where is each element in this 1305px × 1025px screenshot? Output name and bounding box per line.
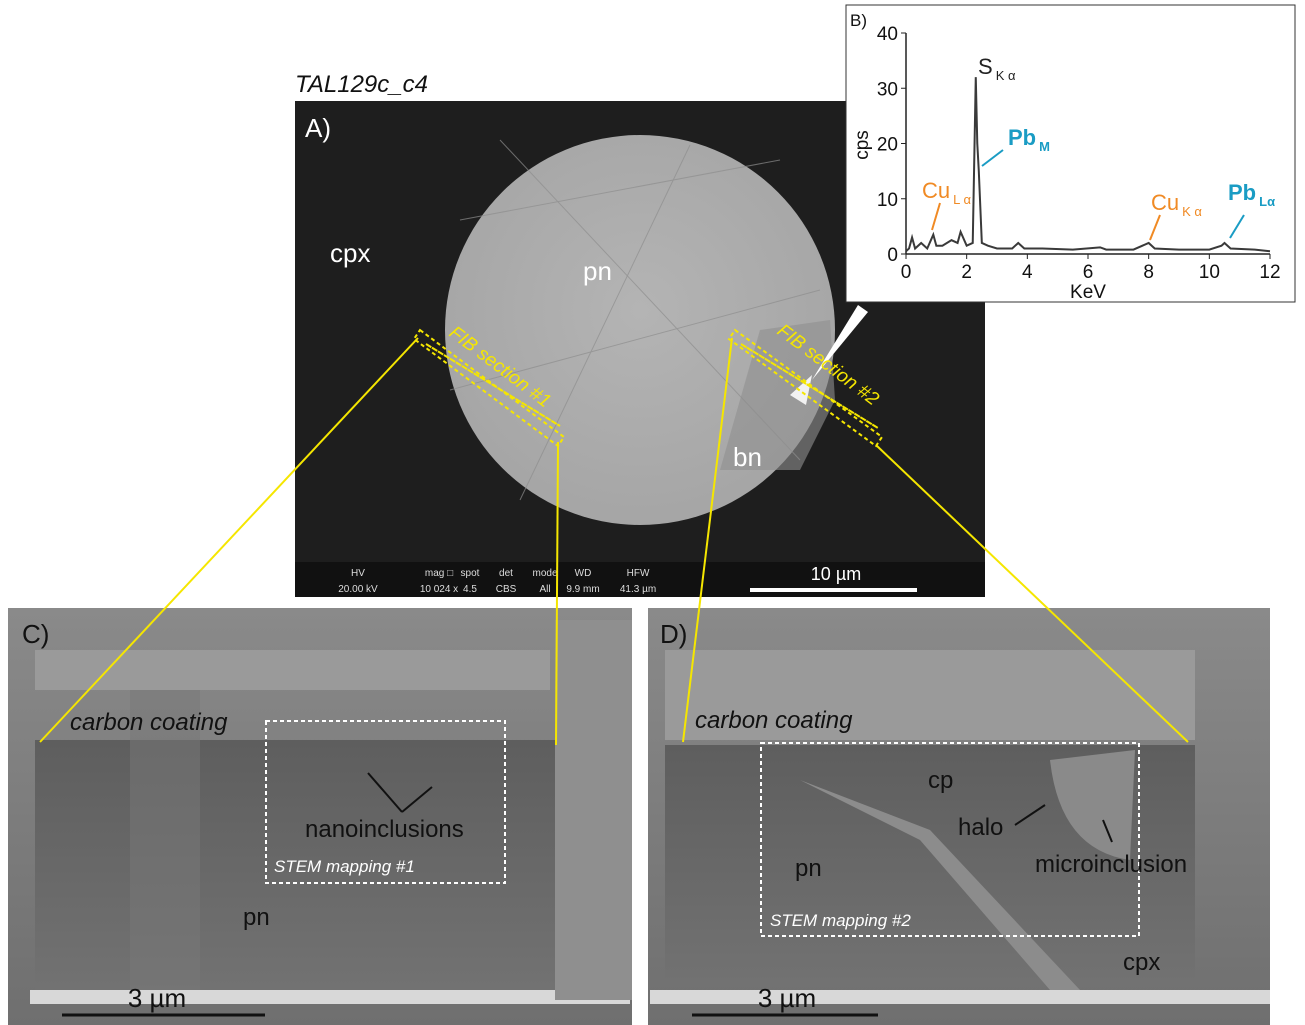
databar-label: WD [575, 568, 592, 579]
y-tick-label: 0 [887, 245, 898, 266]
peak-line: M [1039, 139, 1050, 154]
phase-label: cpx [1123, 949, 1160, 976]
coating [35, 650, 550, 690]
peak-element: Cu [922, 178, 950, 203]
x-tick-label: 4 [1022, 262, 1033, 283]
x-tick-label: 0 [901, 262, 912, 283]
phase-label: pn [243, 904, 270, 931]
databar-label: HV [351, 568, 365, 579]
peak-element: Pb [1228, 180, 1256, 205]
panel-d: D) carbon coating cp pn cpx halo microin… [648, 608, 1270, 1025]
peak-line: Lα [1259, 194, 1275, 209]
peak-line: K α [996, 68, 1016, 83]
y-tick-label: 10 [877, 190, 898, 211]
inset-frame [846, 5, 1295, 302]
databar-value: CBS [496, 584, 517, 595]
databar-value: 10 024 x [420, 584, 458, 595]
y-tick-label: 20 [877, 135, 898, 156]
databar-value: 4.5 [463, 584, 477, 595]
arrow-label: halo [958, 814, 1003, 841]
y-tick-label: 40 [877, 24, 898, 45]
databar-label: mode [532, 568, 557, 579]
peak-element: Cu [1151, 190, 1179, 215]
scale-label: 10 µm [811, 564, 861, 584]
peak-line: L α [953, 192, 971, 207]
databar-label: HFW [627, 568, 650, 579]
databar-label: mag □ [425, 568, 453, 579]
peak-line: K α [1182, 204, 1202, 219]
lamella-edge [650, 990, 1270, 1004]
phase-label: cpx [330, 238, 370, 268]
phase-label: bn [733, 442, 762, 472]
peak-element: S [978, 54, 993, 79]
figure: TAL129c_c4 A) cpx pn bn 10 µm FIB sectio… [0, 0, 1305, 1025]
x-axis-label: KeV [1070, 282, 1106, 303]
phase-label: cp [928, 767, 953, 794]
databar-label: det [499, 568, 513, 579]
databar-value: 41.3 µm [620, 584, 656, 595]
databar-label: spot [461, 568, 480, 579]
databar-value: 20.00 kV [338, 584, 378, 595]
side-wall [555, 620, 632, 1000]
y-axis-label: cps [852, 130, 873, 160]
arrow-label: microinclusion [1035, 851, 1187, 878]
scale-label: 3 µm [128, 983, 186, 1013]
x-tick-label: 12 [1259, 262, 1280, 283]
lamella-edge [30, 990, 630, 1004]
scale-label: 3 µm [758, 983, 816, 1013]
panel-label: D) [660, 619, 687, 649]
panel-label: B) [850, 11, 867, 30]
layer-label: carbon coating [70, 709, 228, 736]
x-tick-label: 8 [1143, 262, 1154, 283]
x-tick-label: 10 [1199, 262, 1220, 283]
y-tick-label: 30 [877, 79, 898, 100]
databar-value: All [539, 584, 550, 595]
box-label: STEM mapping #1 [274, 857, 415, 876]
databar-value: 9.9 mm [566, 584, 599, 595]
panel-label: A) [305, 113, 331, 143]
panel-title: TAL129c_c4 [295, 71, 428, 98]
arrow-label: nanoinclusions [305, 816, 464, 843]
phase-label: pn [795, 855, 822, 882]
phase-label: pn [583, 256, 612, 286]
box-label: STEM mapping #2 [770, 911, 911, 930]
page: { "panel_a": { "title": "TAL129c_c4", "l… [0, 0, 1305, 1025]
layer-label: carbon coating [695, 707, 853, 734]
panel-label: C) [22, 619, 49, 649]
panel-c: C) carbon coating nanoinclusions STEM ma… [8, 608, 632, 1025]
x-tick-label: 2 [961, 262, 972, 283]
peak-element: Pb [1008, 125, 1036, 150]
x-tick-label: 6 [1083, 262, 1094, 283]
